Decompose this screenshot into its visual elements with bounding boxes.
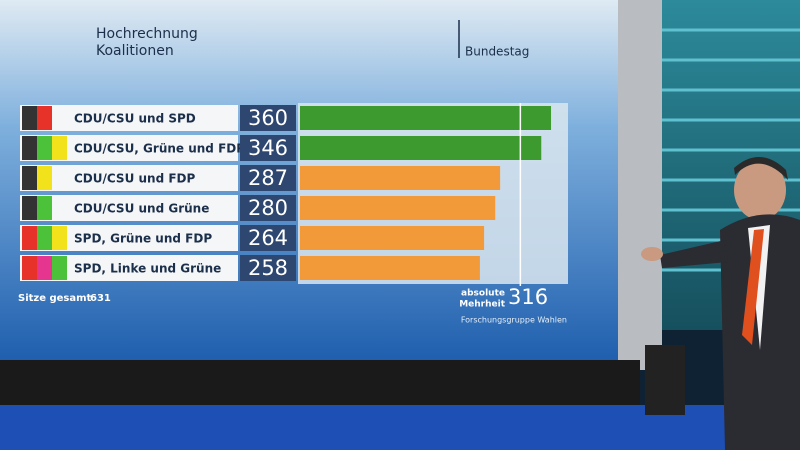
source: Forschungsgruppe Wahlen [461,316,567,325]
party-swatch [37,106,52,130]
value-box [240,135,296,161]
bar [300,256,480,280]
category-label: SPD, Grüne und FDP [74,232,212,246]
spotlight [645,345,685,415]
party-swatch [22,226,37,250]
party-swatch [22,106,37,130]
value-label: 258 [248,256,288,280]
party-swatch [22,166,37,190]
majority-label: absolute [461,289,505,299]
party-swatch [22,196,37,220]
bar [300,106,552,130]
pillar [618,0,662,370]
value-label: 264 [248,226,288,250]
party-swatch [22,136,37,160]
category-label: CDU/CSU und FDP [74,172,196,186]
bar [300,166,501,190]
value-box [240,195,296,221]
value-label: 346 [248,136,288,160]
majority-label: Mehrheit [459,300,506,310]
bar [300,136,542,160]
chart-title: Hochrechnung Koalitionen [96,26,198,59]
category-label: CDU/CSU, Grüne und FDP [74,142,245,156]
value-label: 287 [248,166,288,190]
value-box [240,255,296,281]
value-box [240,165,296,191]
presenter [641,156,800,450]
party-swatch [52,136,67,160]
total-label: Sitze gesamt [18,293,92,304]
value-box [240,105,296,131]
party-swatch [37,136,52,160]
party-swatch [22,256,37,280]
party-swatch [37,166,52,190]
plot-area [298,103,568,284]
label-box [20,165,238,191]
party-swatch [37,256,52,280]
category-label: CDU/CSU und SPD [74,112,196,126]
majority-value: 316 [508,285,548,309]
bar [300,226,485,250]
label-box [20,105,238,131]
total-value: 631 [90,293,111,304]
category-label: CDU/CSU und Grüne [74,202,209,216]
value-box [240,225,296,251]
bar [300,196,496,220]
party-swatch [37,226,52,250]
chart-subtitle: Bundestag [465,45,529,59]
party-swatch [37,196,52,220]
screen-base [0,360,640,405]
party-swatch [52,256,67,280]
label-box [20,195,238,221]
category-label: SPD, Linke und Grüne [74,262,221,276]
party-swatch [52,226,67,250]
value-label: 280 [248,196,288,220]
value-label: 360 [248,106,288,130]
